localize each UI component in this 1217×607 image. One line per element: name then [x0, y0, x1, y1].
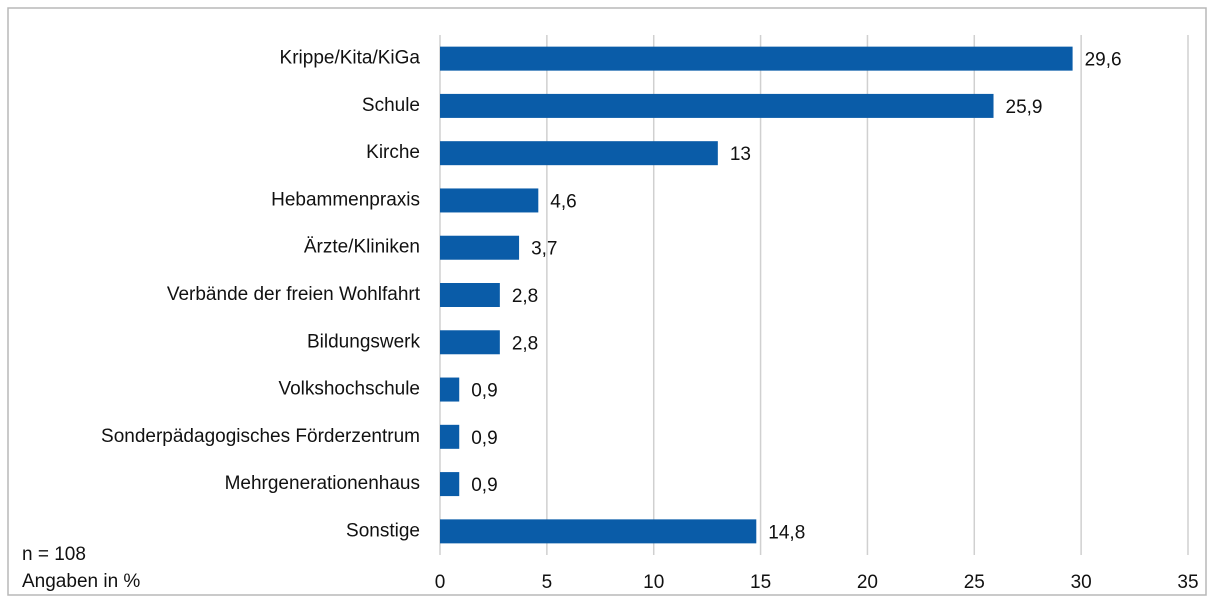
bar [440, 235, 520, 260]
bar [440, 283, 500, 307]
value-label: 0,9 [471, 475, 497, 496]
x-tick-label: 10 [643, 572, 664, 593]
y-tick-label: Volkshochschule [278, 379, 420, 400]
value-label: 2,8 [512, 333, 538, 354]
bar [440, 519, 757, 544]
x-tick-label: 0 [435, 572, 446, 593]
x-tick-label: 30 [1071, 572, 1092, 593]
y-tick-label: Ärzte/Kliniken [304, 237, 420, 258]
value-label: 3,7 [531, 239, 557, 260]
value-label: 25,9 [1006, 97, 1043, 118]
bar [440, 141, 718, 166]
bar [440, 46, 1073, 71]
x-tick-label: 15 [750, 572, 771, 593]
value-label: 0,9 [471, 381, 497, 402]
bar [440, 472, 460, 497]
x-tick-label: 5 [542, 572, 553, 593]
y-tick-label: Mehrgenerationenhaus [225, 473, 420, 494]
frame [7, 7, 1207, 596]
y-tick-label: Bildungswerk [307, 331, 420, 352]
y-tick-label: Kirche [366, 142, 420, 163]
value-label: 4,6 [550, 191, 576, 212]
annotation: n = 108 [22, 544, 86, 565]
bar [440, 330, 500, 355]
y-tick-label: Hebammenpraxis [271, 189, 420, 210]
value-label: 0,9 [471, 428, 497, 449]
y-tick-label: Verbände der freien Wohlfahrt [167, 284, 421, 305]
value-label: 13 [730, 144, 751, 165]
y-tick-label: Krippe/Kita/KiGa [280, 48, 421, 69]
value-label: 14,8 [768, 522, 805, 543]
x-tick-label: 20 [857, 572, 878, 593]
y-tick-label: Schule [362, 95, 420, 116]
value-label: 2,8 [512, 286, 538, 307]
annotation: Angaben in % [22, 571, 140, 592]
y-tick-label: Sonderpädagogisches Förderzentrum [101, 426, 420, 447]
x-tick-label: 25 [964, 572, 985, 593]
bar [440, 424, 460, 449]
bar [440, 93, 994, 118]
bar [440, 377, 460, 402]
x-tick-label: 35 [1177, 572, 1198, 593]
value-label: 29,6 [1085, 50, 1122, 71]
y-tick-label: Sonstige [346, 520, 420, 541]
bar [440, 188, 539, 213]
